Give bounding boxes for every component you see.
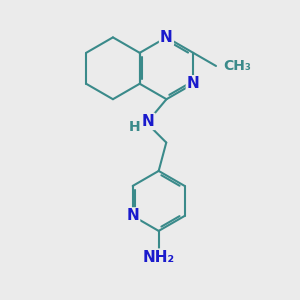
Text: NH₂: NH₂ <box>142 250 175 265</box>
Text: H: H <box>128 120 140 134</box>
Text: CH₃: CH₃ <box>224 59 251 73</box>
Text: N: N <box>160 30 173 45</box>
Text: N: N <box>187 76 200 91</box>
Text: N: N <box>142 114 154 129</box>
Text: N: N <box>126 208 139 224</box>
